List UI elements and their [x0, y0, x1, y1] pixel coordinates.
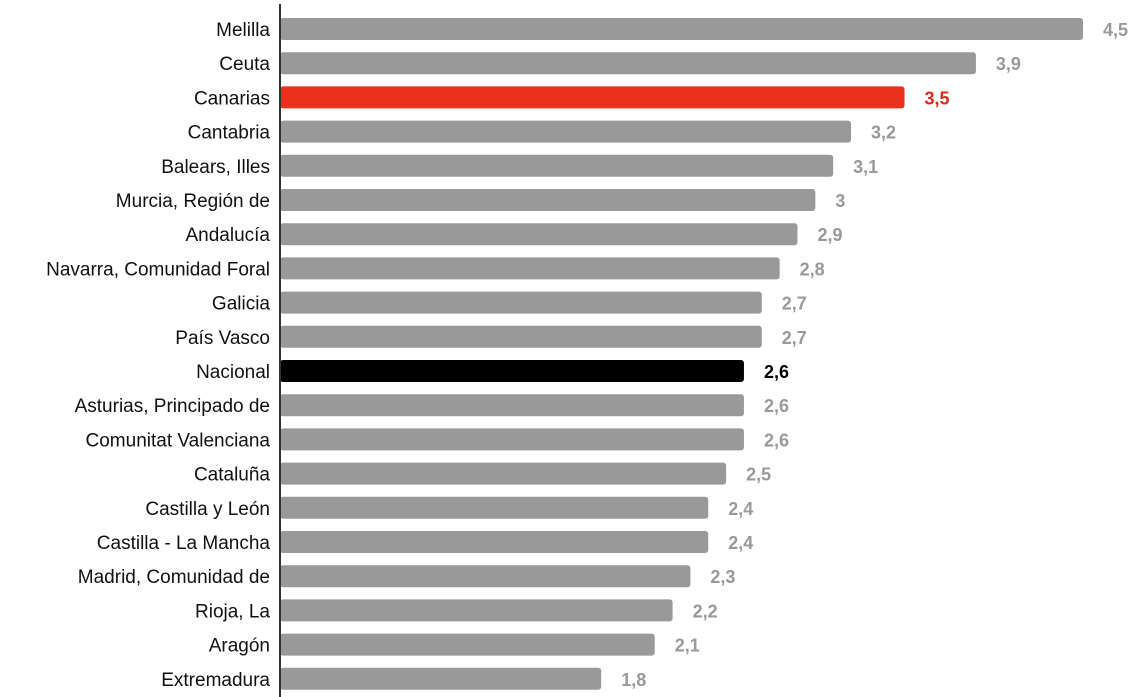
bar-extremadura [280, 668, 601, 690]
category-label-extremadura: Extremadura [161, 670, 270, 691]
category-label-melilla: Melilla [216, 20, 270, 41]
value-label-navarra-comunidad-foral: 2,8 [800, 259, 825, 279]
value-label-castilla-la-mancha: 2,4 [728, 533, 753, 553]
bar-navarra-comunidad-foral [280, 257, 780, 279]
bar-nacional [280, 360, 744, 382]
category-label-madrid-comunidad-de: Madrid, Comunidad de [78, 567, 270, 588]
category-label-cantabria: Cantabria [188, 123, 271, 144]
value-label-nacional: 2,6 [764, 362, 789, 382]
category-label-galicia: Galicia [212, 294, 271, 315]
bar-aragon [280, 634, 655, 656]
value-label-rioja-la: 2,2 [693, 601, 718, 621]
value-label-ceuta: 3,9 [996, 54, 1021, 74]
category-label-comunitat-valenciana: Comunitat Valenciana [86, 430, 271, 451]
bar-pais-vasco [280, 326, 762, 348]
bar-castilla-la-mancha [280, 531, 708, 553]
bar-comunitat-valenciana [280, 428, 744, 450]
category-label-asturias-principado-de: Asturias, Principado de [75, 396, 270, 417]
bar-balears-illes [280, 155, 833, 177]
bar-murcia-region-de [280, 189, 815, 211]
category-labels-group: Melilla Ceuta Canarias Cantabria Balears, Il… [46, 20, 270, 691]
value-label-aragon: 2,1 [675, 636, 700, 656]
category-label-rioja-la: Rioja, La [195, 601, 270, 622]
value-label-murcia-region-de: 3 [835, 191, 845, 211]
value-label-comunitat-valenciana: 2,6 [764, 430, 789, 450]
value-label-madrid-comunidad-de: 2,3 [710, 567, 735, 587]
bar-ceuta [280, 52, 976, 74]
value-labels-group: 4,5 3,9 3,5 3,2 3,1 3 2,9 2,8 2,7 2,7 2,6 2,6 2,6 2,5… [621, 20, 1128, 690]
bar-cataluna [280, 463, 726, 485]
category-label-andalucia: Andalucía [185, 225, 270, 246]
value-label-melilla: 4,5 [1103, 20, 1128, 40]
value-label-canarias: 3,5 [925, 88, 950, 108]
category-label-cataluna: Cataluña [194, 465, 270, 486]
bar-melilla [280, 18, 1083, 40]
value-label-andalucia: 2,9 [817, 225, 842, 245]
bars-group [280, 18, 1083, 690]
category-label-balears-illes: Balears, Illes [161, 157, 270, 178]
category-label-castilla-la-mancha: Castilla - La Mancha [97, 533, 271, 554]
category-label-navarra-comunidad-foral: Navarra, Comunidad Foral [46, 259, 270, 280]
bar-andalucia [280, 223, 797, 245]
value-label-extremadura: 1,8 [621, 670, 646, 690]
value-label-galicia: 2,7 [782, 294, 807, 314]
bar-castilla-y-leon [280, 497, 708, 519]
value-label-pais-vasco: 2,7 [782, 328, 807, 348]
bar-cantabria [280, 121, 851, 143]
category-label-pais-vasco: País Vasco [175, 328, 270, 349]
category-label-ceuta: Ceuta [219, 54, 270, 75]
bar-galicia [280, 292, 762, 314]
value-label-asturias-principado-de: 2,6 [764, 396, 789, 416]
value-label-cantabria: 3,2 [871, 123, 896, 143]
category-label-aragon: Aragón [209, 636, 270, 657]
bar-rioja-la [280, 599, 673, 621]
category-label-castilla-y-leon: Castilla y León [145, 499, 270, 520]
bar-canarias [280, 86, 905, 108]
category-label-nacional: Nacional [196, 362, 270, 383]
bar-asturias-principado-de [280, 394, 744, 416]
value-label-balears-illes: 3,1 [853, 157, 878, 177]
category-label-murcia-region-de: Murcia, Región de [116, 191, 270, 212]
value-label-cataluna: 2,5 [746, 465, 771, 485]
category-label-canarias: Canarias [194, 88, 270, 109]
bar-madrid-comunidad-de [280, 565, 690, 587]
value-label-castilla-y-leon: 2,4 [728, 499, 753, 519]
